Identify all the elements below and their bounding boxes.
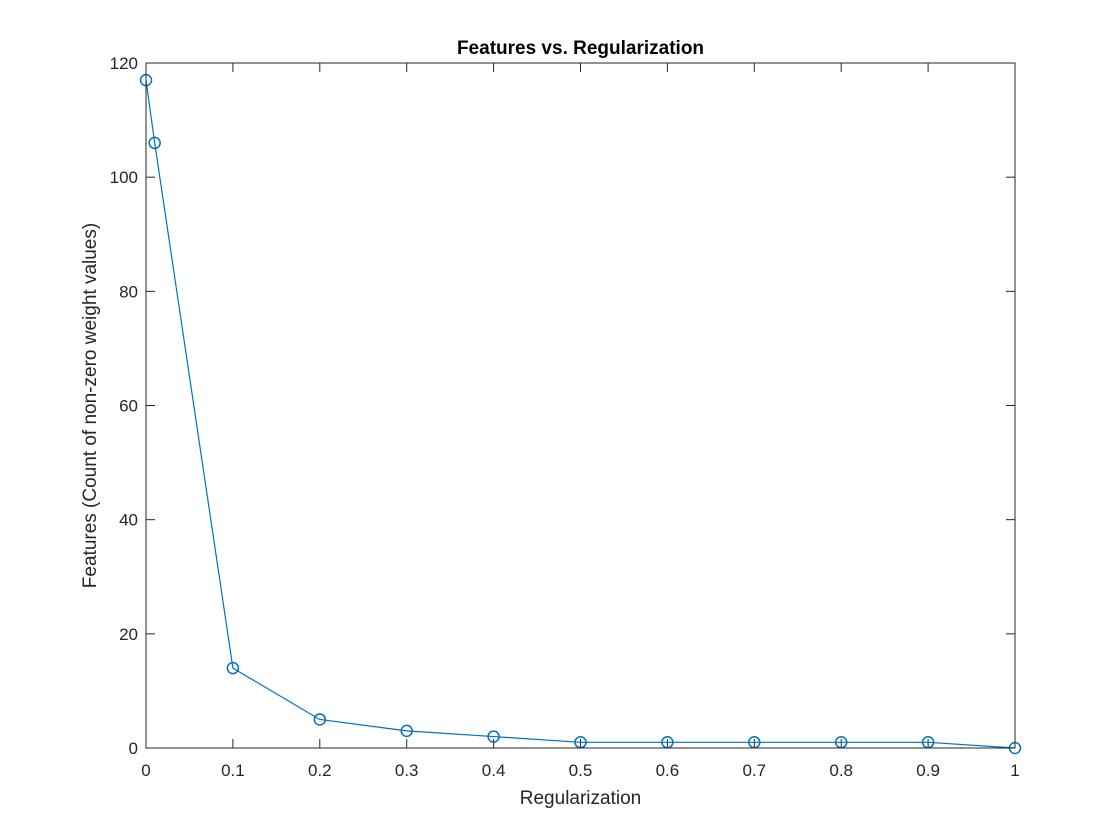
x-tick-label: 0.3 — [395, 761, 419, 780]
ticks-layer: 0 0.1 0.2 0.3 0.4 0.5 0.6 0.7 0.8 0.9 1 0 20 40 60 80 10… — [110, 54, 1020, 780]
y-tick-label: 20 — [119, 625, 138, 644]
x-tick-label: 0.4 — [482, 761, 506, 780]
x-tick-label: 0.9 — [916, 761, 940, 780]
y-tick-label: 80 — [119, 282, 138, 301]
series-line — [145, 80, 1016, 749]
data-point — [313, 713, 327, 726]
axes-box — [145, 62, 1016, 749]
y-tick-label: 60 — [119, 397, 138, 416]
y-axis-label: Features (Count of non-zero weight value… — [80, 223, 101, 588]
x-tick-label: 0.2 — [308, 761, 332, 780]
x-tick-label: 0.5 — [569, 761, 593, 780]
data-point — [226, 661, 240, 675]
y-tick-label: 120 — [110, 54, 138, 73]
x-tick-label: 0.8 — [829, 761, 853, 780]
x-tick-label: 0.7 — [742, 761, 766, 780]
x-tick-label: 0.6 — [656, 761, 680, 780]
data-point — [487, 730, 500, 743]
y-tick-label: 40 — [119, 511, 138, 530]
y-tick-label: 0 — [129, 739, 138, 758]
y-tick-label: 100 — [110, 168, 138, 187]
x-tick-label: 0 — [141, 761, 150, 780]
x-tick-label: 0.1 — [221, 761, 245, 780]
chart-title: Features vs. Regularization — [457, 38, 704, 59]
x-axis-label: Regularization — [520, 788, 641, 809]
data-point — [400, 724, 413, 738]
x-tick-label: 1 — [1010, 761, 1019, 780]
data-point — [148, 136, 161, 150]
